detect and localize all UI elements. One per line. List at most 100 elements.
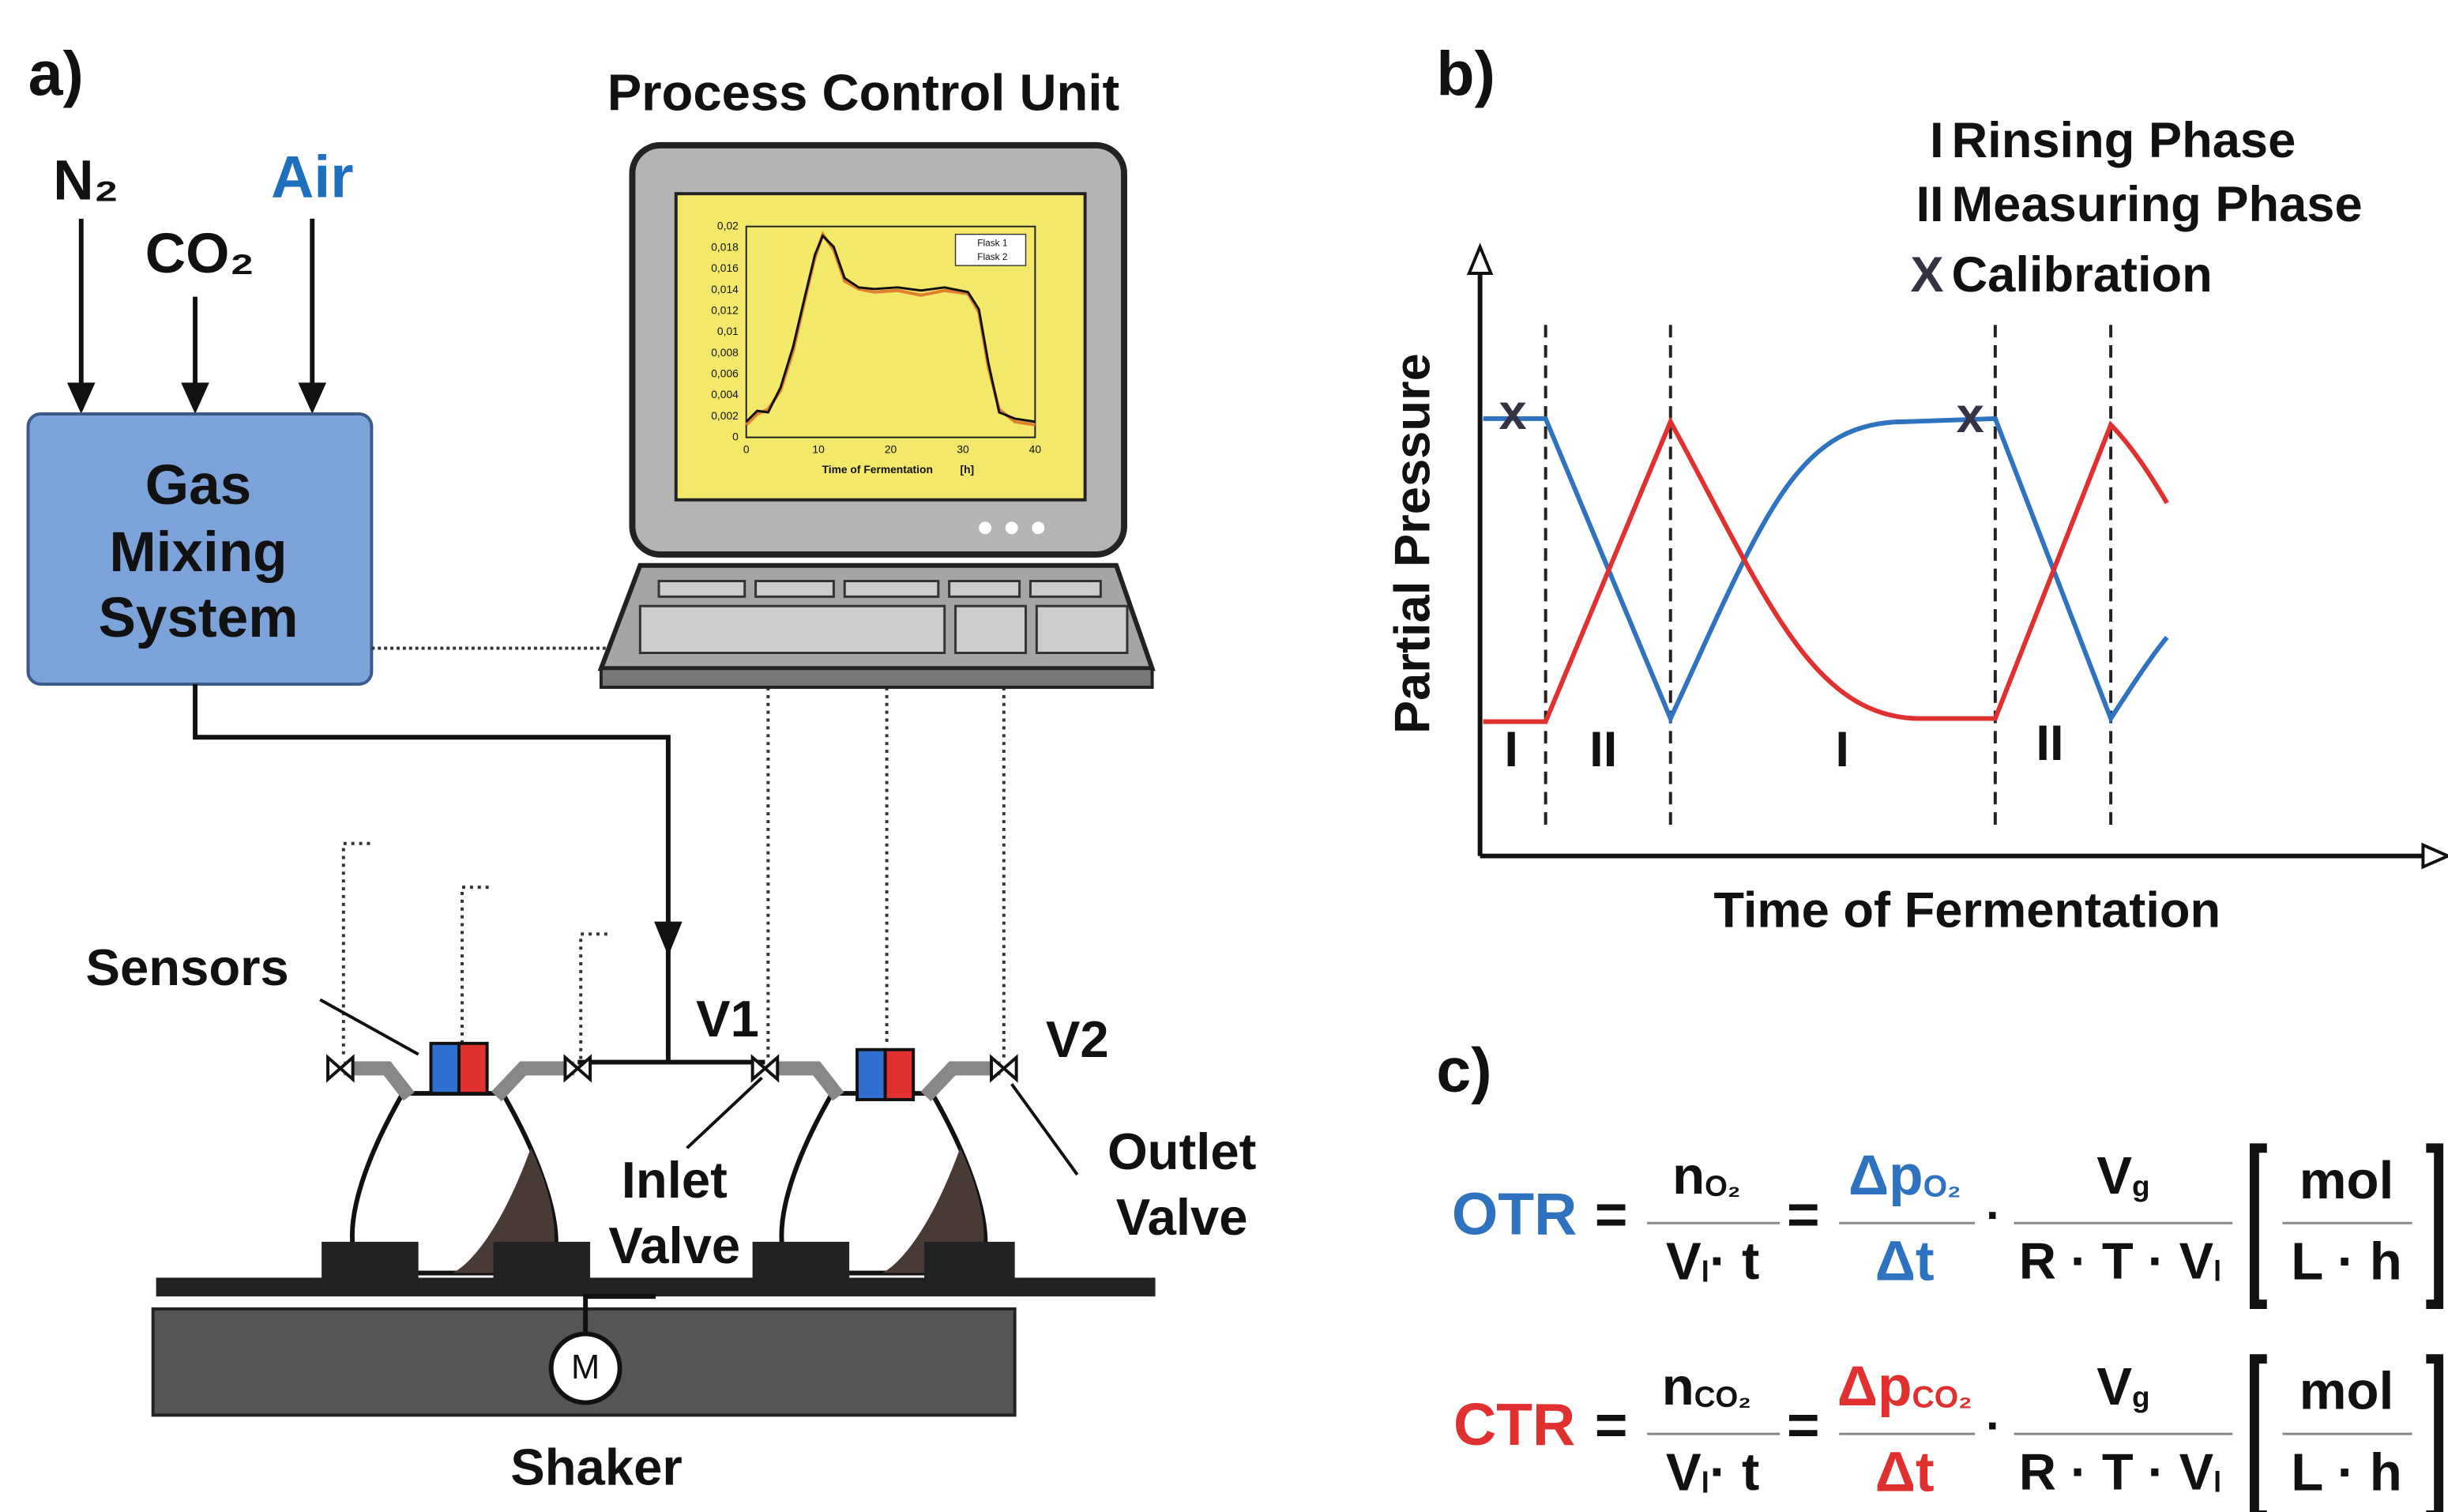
- text-part: V: [2096, 1146, 2132, 1205]
- legend-label: Rinsing Phase: [1952, 113, 2296, 168]
- screen-tick: 0,014: [711, 282, 739, 295]
- text-part: l: [2213, 1467, 2221, 1499]
- legend-label: Measuring Phase: [1952, 177, 2363, 232]
- text-part: Flask 1: [977, 238, 1008, 249]
- inlet-label: Inlet: [622, 1151, 728, 1209]
- flask-holder: [322, 1242, 419, 1279]
- keys: [640, 581, 1127, 653]
- text-part: 40: [1029, 442, 1042, 455]
- screen-tick: 30: [957, 442, 969, 455]
- text-part: n: [1672, 1146, 1705, 1205]
- text-part: V1: [696, 990, 759, 1047]
- screen-legend: Flask 2: [977, 251, 1007, 262]
- text-part: · t: [1709, 1442, 1759, 1502]
- text-part: V2: [1046, 1010, 1109, 1068]
- text-part: I: [1504, 722, 1518, 777]
- text-part: 10: [812, 442, 825, 455]
- text-part: System: [98, 587, 298, 649]
- text-part: CTR: [1453, 1391, 1575, 1457]
- page: {"panels":{"a":"a)","b":"b)","c":"c)"}, …: [0, 0, 2448, 1512]
- text-part: 0,002: [711, 409, 739, 422]
- text-part: 0,02: [717, 219, 739, 231]
- equation-name: OTR: [1452, 1180, 1577, 1247]
- screen-tick: 0,004: [711, 388, 739, 401]
- unit: L · h: [2291, 1232, 2402, 1291]
- text-part: Rinsing Phase: [1952, 113, 2296, 168]
- text-part: 0,018: [711, 240, 739, 253]
- text-part: x: [1499, 385, 1527, 440]
- flask-holder: [494, 1242, 591, 1279]
- x-axis-label: Time of Fermentation: [1713, 882, 2220, 938]
- text-part: n: [1662, 1357, 1694, 1416]
- legend-label: Calibration: [1952, 247, 2213, 303]
- screen-tick: 0,012: [711, 303, 739, 316]
- box-label: System: [98, 587, 298, 649]
- phase-label: II: [1589, 722, 1617, 777]
- text-part: L · h: [2291, 1232, 2402, 1291]
- text-part: R · T · V: [2019, 1443, 2214, 1501]
- equals: =: [1787, 1183, 1820, 1246]
- screen-tick: 0,008: [711, 346, 739, 359]
- text-part: 0: [743, 442, 750, 455]
- legend-symbol: I: [1930, 113, 1944, 168]
- screen-tick: 0: [743, 442, 750, 455]
- text-part: Valve: [1116, 1188, 1248, 1246]
- text-part: 0: [732, 430, 739, 442]
- text-part: Gas: [145, 454, 251, 517]
- motor-label: M: [571, 1349, 600, 1387]
- box-label: Mixing: [109, 521, 287, 584]
- text-part: Shaker: [510, 1439, 682, 1496]
- dot: ·: [1986, 1188, 2002, 1241]
- text-part: Measuring Phase: [1952, 177, 2363, 232]
- figure: a)b)c)Process Control UnitN₂CO₂AirGasMix…: [0, 0, 2448, 1512]
- text-part: O₂: [1923, 1170, 1961, 1204]
- screen-tick: 0,016: [711, 261, 739, 274]
- text-part: Δt: [1875, 1441, 1935, 1503]
- screen-tick: 0,002: [711, 409, 739, 422]
- denominator: R · T · Vl: [2019, 1232, 2221, 1290]
- text-part: 0,016: [711, 261, 739, 274]
- text-part: Flask 2: [977, 251, 1007, 262]
- text-part: Process Control Unit: [607, 64, 1120, 122]
- dot: ·: [1986, 1399, 2002, 1452]
- denominator: R · T · Vl: [2019, 1443, 2221, 1501]
- text-part: l: [1702, 1255, 1709, 1288]
- screen-axis-label: Time of Fermentation: [822, 463, 933, 476]
- text-part: V: [1666, 1232, 1702, 1291]
- screen-tick: 0,018: [711, 240, 739, 253]
- equation-name: CTR: [1453, 1391, 1575, 1457]
- text-part: Δp: [1848, 1145, 1923, 1207]
- text-part: N₂: [53, 149, 118, 212]
- text-part: Δt: [1875, 1230, 1935, 1292]
- text-part: 0,008: [711, 346, 739, 359]
- legend-symbol: II: [1916, 177, 1943, 232]
- equals: =: [1787, 1394, 1820, 1457]
- valve-label: V1: [696, 990, 759, 1047]
- screen-axis-label: [h]: [960, 463, 974, 476]
- monitor-buttons: [979, 521, 1044, 534]
- text-part: g: [2132, 1381, 2150, 1413]
- panel-label: a): [28, 38, 84, 108]
- unit: L · h: [2291, 1442, 2402, 1502]
- legend-symbol: X: [1910, 247, 1943, 303]
- text-part: II: [1916, 177, 1943, 232]
- shaker-label: Shaker: [510, 1439, 682, 1496]
- phase-label: I: [1504, 722, 1518, 777]
- y-axis-label: Partial Pressure: [1385, 353, 1440, 734]
- text-part: 20: [885, 442, 897, 455]
- text-part: I: [1930, 113, 1944, 168]
- text-part: Calibration: [1952, 247, 2213, 303]
- text-part: ·: [1986, 1399, 2002, 1452]
- text-part: Air: [271, 143, 353, 209]
- text-part: Inlet: [622, 1151, 728, 1209]
- text-part: b): [1436, 38, 1495, 108]
- screen-legend: Flask 1: [977, 238, 1008, 249]
- text-part: 0,012: [711, 303, 739, 316]
- panel-label: b): [1436, 38, 1495, 108]
- gas-label: Air: [271, 143, 353, 209]
- screen-tick: 20: [885, 442, 897, 455]
- text-part: 0,01: [717, 325, 739, 337]
- text-part: 30: [957, 442, 969, 455]
- text-part: M: [571, 1349, 600, 1387]
- denominator: Δt: [1875, 1230, 1935, 1292]
